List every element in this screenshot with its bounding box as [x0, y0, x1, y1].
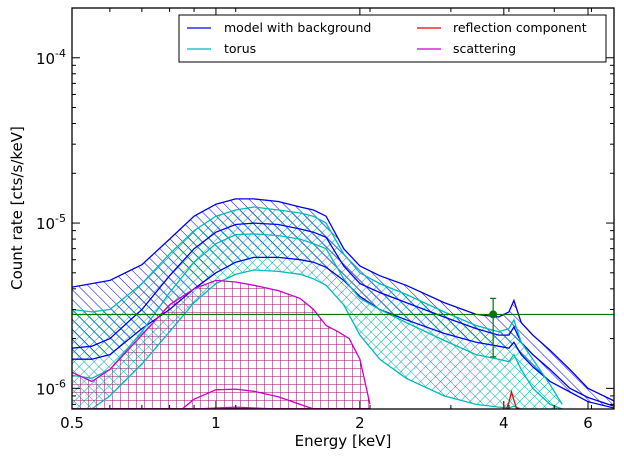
x-tick-label-0: 0.5: [60, 414, 84, 432]
plot-frame: [71, 7, 615, 410]
torus-median-line: [72, 233, 563, 409]
scattering-upper-line: [72, 279, 371, 405]
torus-lower-line: [72, 269, 563, 409]
x-tick-label-3: 4: [499, 414, 509, 432]
legend-label-model: model with background: [224, 20, 371, 35]
y-tick-label-0: 10-6: [36, 377, 66, 398]
torus-band: [72, 207, 563, 409]
reflection-component-median-line: [505, 389, 520, 409]
legend: model with background torus reflection c…: [178, 14, 607, 63]
y-tick-label-1: 10-5: [36, 212, 66, 233]
scattering-band: [72, 280, 370, 409]
legend-label-scattering: scattering: [453, 41, 516, 56]
x-tick-label-4: 6: [583, 414, 593, 432]
x-tick-label-2: 2: [355, 414, 365, 432]
legend-box: [178, 14, 607, 63]
tick-labels: 0.5 1 2 4 6 10-6 10-5 10-4: [36, 47, 593, 432]
scattering-inner-line: [181, 388, 314, 409]
plot-area: [72, 198, 614, 409]
y-tick-label-2: 10-4: [36, 47, 66, 68]
y-axis-label: Count rate [cts/s/keV]: [8, 126, 26, 290]
legend-label-reflection: reflection component: [453, 20, 587, 35]
x-axis-label: Energy [keV]: [295, 432, 392, 450]
torus-upper-line: [72, 206, 563, 405]
legend-label-torus: torus: [224, 41, 256, 56]
scattering-median-line: [72, 406, 370, 409]
x-tick-label-1: 1: [211, 414, 221, 432]
model-with-background-upper-line: [72, 198, 614, 402]
axis-ticks: [71, 7, 614, 409]
data-point-0: [489, 310, 498, 319]
model-with-background-median-line: [72, 222, 614, 407]
